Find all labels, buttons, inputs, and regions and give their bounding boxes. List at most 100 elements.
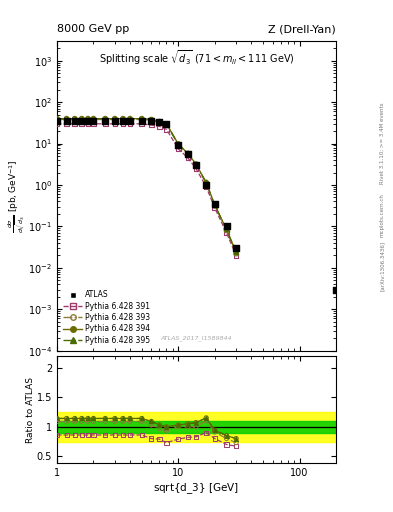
Point <box>203 183 209 191</box>
ATLAS <box>233 244 239 252</box>
Point <box>156 424 163 433</box>
Point <box>211 435 218 443</box>
Point <box>85 417 91 425</box>
Point <box>223 432 230 440</box>
ATLAS <box>63 117 70 125</box>
Text: Splitting scale $\sqrt{d_3}\ (71 < m_{ll} < 111\ \mathrm{GeV})$: Splitting scale $\sqrt{d_3}\ (71 < m_{ll… <box>99 49 294 68</box>
Text: 8000 GeV pp: 8000 GeV pp <box>57 24 129 34</box>
Point <box>72 431 78 439</box>
Point <box>139 115 145 123</box>
ATLAS <box>333 285 339 293</box>
Point <box>139 116 145 124</box>
Point <box>72 115 78 123</box>
Point <box>223 432 230 440</box>
Point <box>63 116 70 124</box>
Point <box>79 417 85 425</box>
Point <box>79 115 85 123</box>
Text: ATLAS_2017_I1589844: ATLAS_2017_I1589844 <box>161 336 232 342</box>
Point <box>112 414 118 422</box>
Point <box>163 422 170 431</box>
Point <box>148 116 154 124</box>
Point <box>203 429 209 437</box>
Point <box>193 418 199 426</box>
Point <box>139 431 145 439</box>
Point <box>211 201 218 209</box>
Point <box>102 120 108 128</box>
ATLAS <box>156 118 163 126</box>
Point <box>85 115 91 123</box>
Legend: ATLAS, Pythia 6.428 391, Pythia 6.428 393, Pythia 6.428 394, Pythia 6.428 395: ATLAS, Pythia 6.428 391, Pythia 6.428 39… <box>61 288 152 347</box>
Point <box>211 201 218 209</box>
Point <box>63 414 70 422</box>
Point <box>90 417 97 425</box>
Point <box>79 115 85 123</box>
Point <box>156 122 163 131</box>
Point <box>233 439 239 447</box>
Point <box>223 229 230 237</box>
Point <box>148 116 154 124</box>
Point <box>90 116 97 124</box>
Point <box>185 422 191 431</box>
Point <box>112 115 118 123</box>
Point <box>112 116 118 124</box>
Point <box>203 178 209 186</box>
Point <box>127 414 133 422</box>
Text: Rivet 3.1.10; >= 3.4M events: Rivet 3.1.10; >= 3.4M events <box>380 102 384 184</box>
Point <box>233 248 239 256</box>
ATLAS <box>127 117 133 125</box>
Point <box>112 115 118 123</box>
Text: Z (Drell-Yan): Z (Drell-Yan) <box>268 24 336 34</box>
ATLAS <box>148 117 154 125</box>
Point <box>54 414 60 422</box>
Point <box>175 140 182 148</box>
Point <box>148 417 154 425</box>
Point <box>102 414 108 422</box>
Point <box>120 417 126 425</box>
Point <box>54 120 60 128</box>
Point <box>139 120 145 128</box>
Point <box>54 115 60 123</box>
Point <box>185 150 191 158</box>
Point <box>139 414 145 422</box>
Point <box>193 160 199 168</box>
Point <box>63 115 70 123</box>
Point <box>211 426 218 434</box>
Point <box>193 433 199 441</box>
Point <box>148 421 154 429</box>
Point <box>85 116 91 124</box>
ATLAS <box>112 117 118 125</box>
Point <box>148 435 154 443</box>
Point <box>102 431 108 439</box>
Point <box>185 420 191 428</box>
Point <box>120 431 126 439</box>
Point <box>54 431 60 439</box>
Point <box>85 120 91 128</box>
Point <box>72 417 78 425</box>
ATLAS <box>139 117 145 125</box>
Point <box>163 439 170 447</box>
Point <box>102 115 108 123</box>
Point <box>185 420 191 428</box>
Point <box>112 414 118 422</box>
Point <box>203 414 209 422</box>
Point <box>112 417 118 425</box>
ATLAS <box>175 140 182 148</box>
Y-axis label: Ratio to ATLAS: Ratio to ATLAS <box>26 377 35 442</box>
Point <box>102 417 108 425</box>
Point <box>175 145 182 153</box>
Point <box>120 116 126 124</box>
Point <box>102 115 108 123</box>
Point <box>102 414 108 422</box>
Text: [arXiv:1306.3436]: [arXiv:1306.3436] <box>380 241 384 291</box>
Point <box>127 115 133 123</box>
Point <box>79 431 85 439</box>
Point <box>203 179 209 187</box>
Point <box>127 417 133 425</box>
Point <box>112 120 118 128</box>
Point <box>90 115 97 123</box>
Point <box>193 160 199 168</box>
Point <box>112 431 118 439</box>
Point <box>185 150 191 158</box>
Point <box>148 417 154 425</box>
Point <box>185 154 191 162</box>
